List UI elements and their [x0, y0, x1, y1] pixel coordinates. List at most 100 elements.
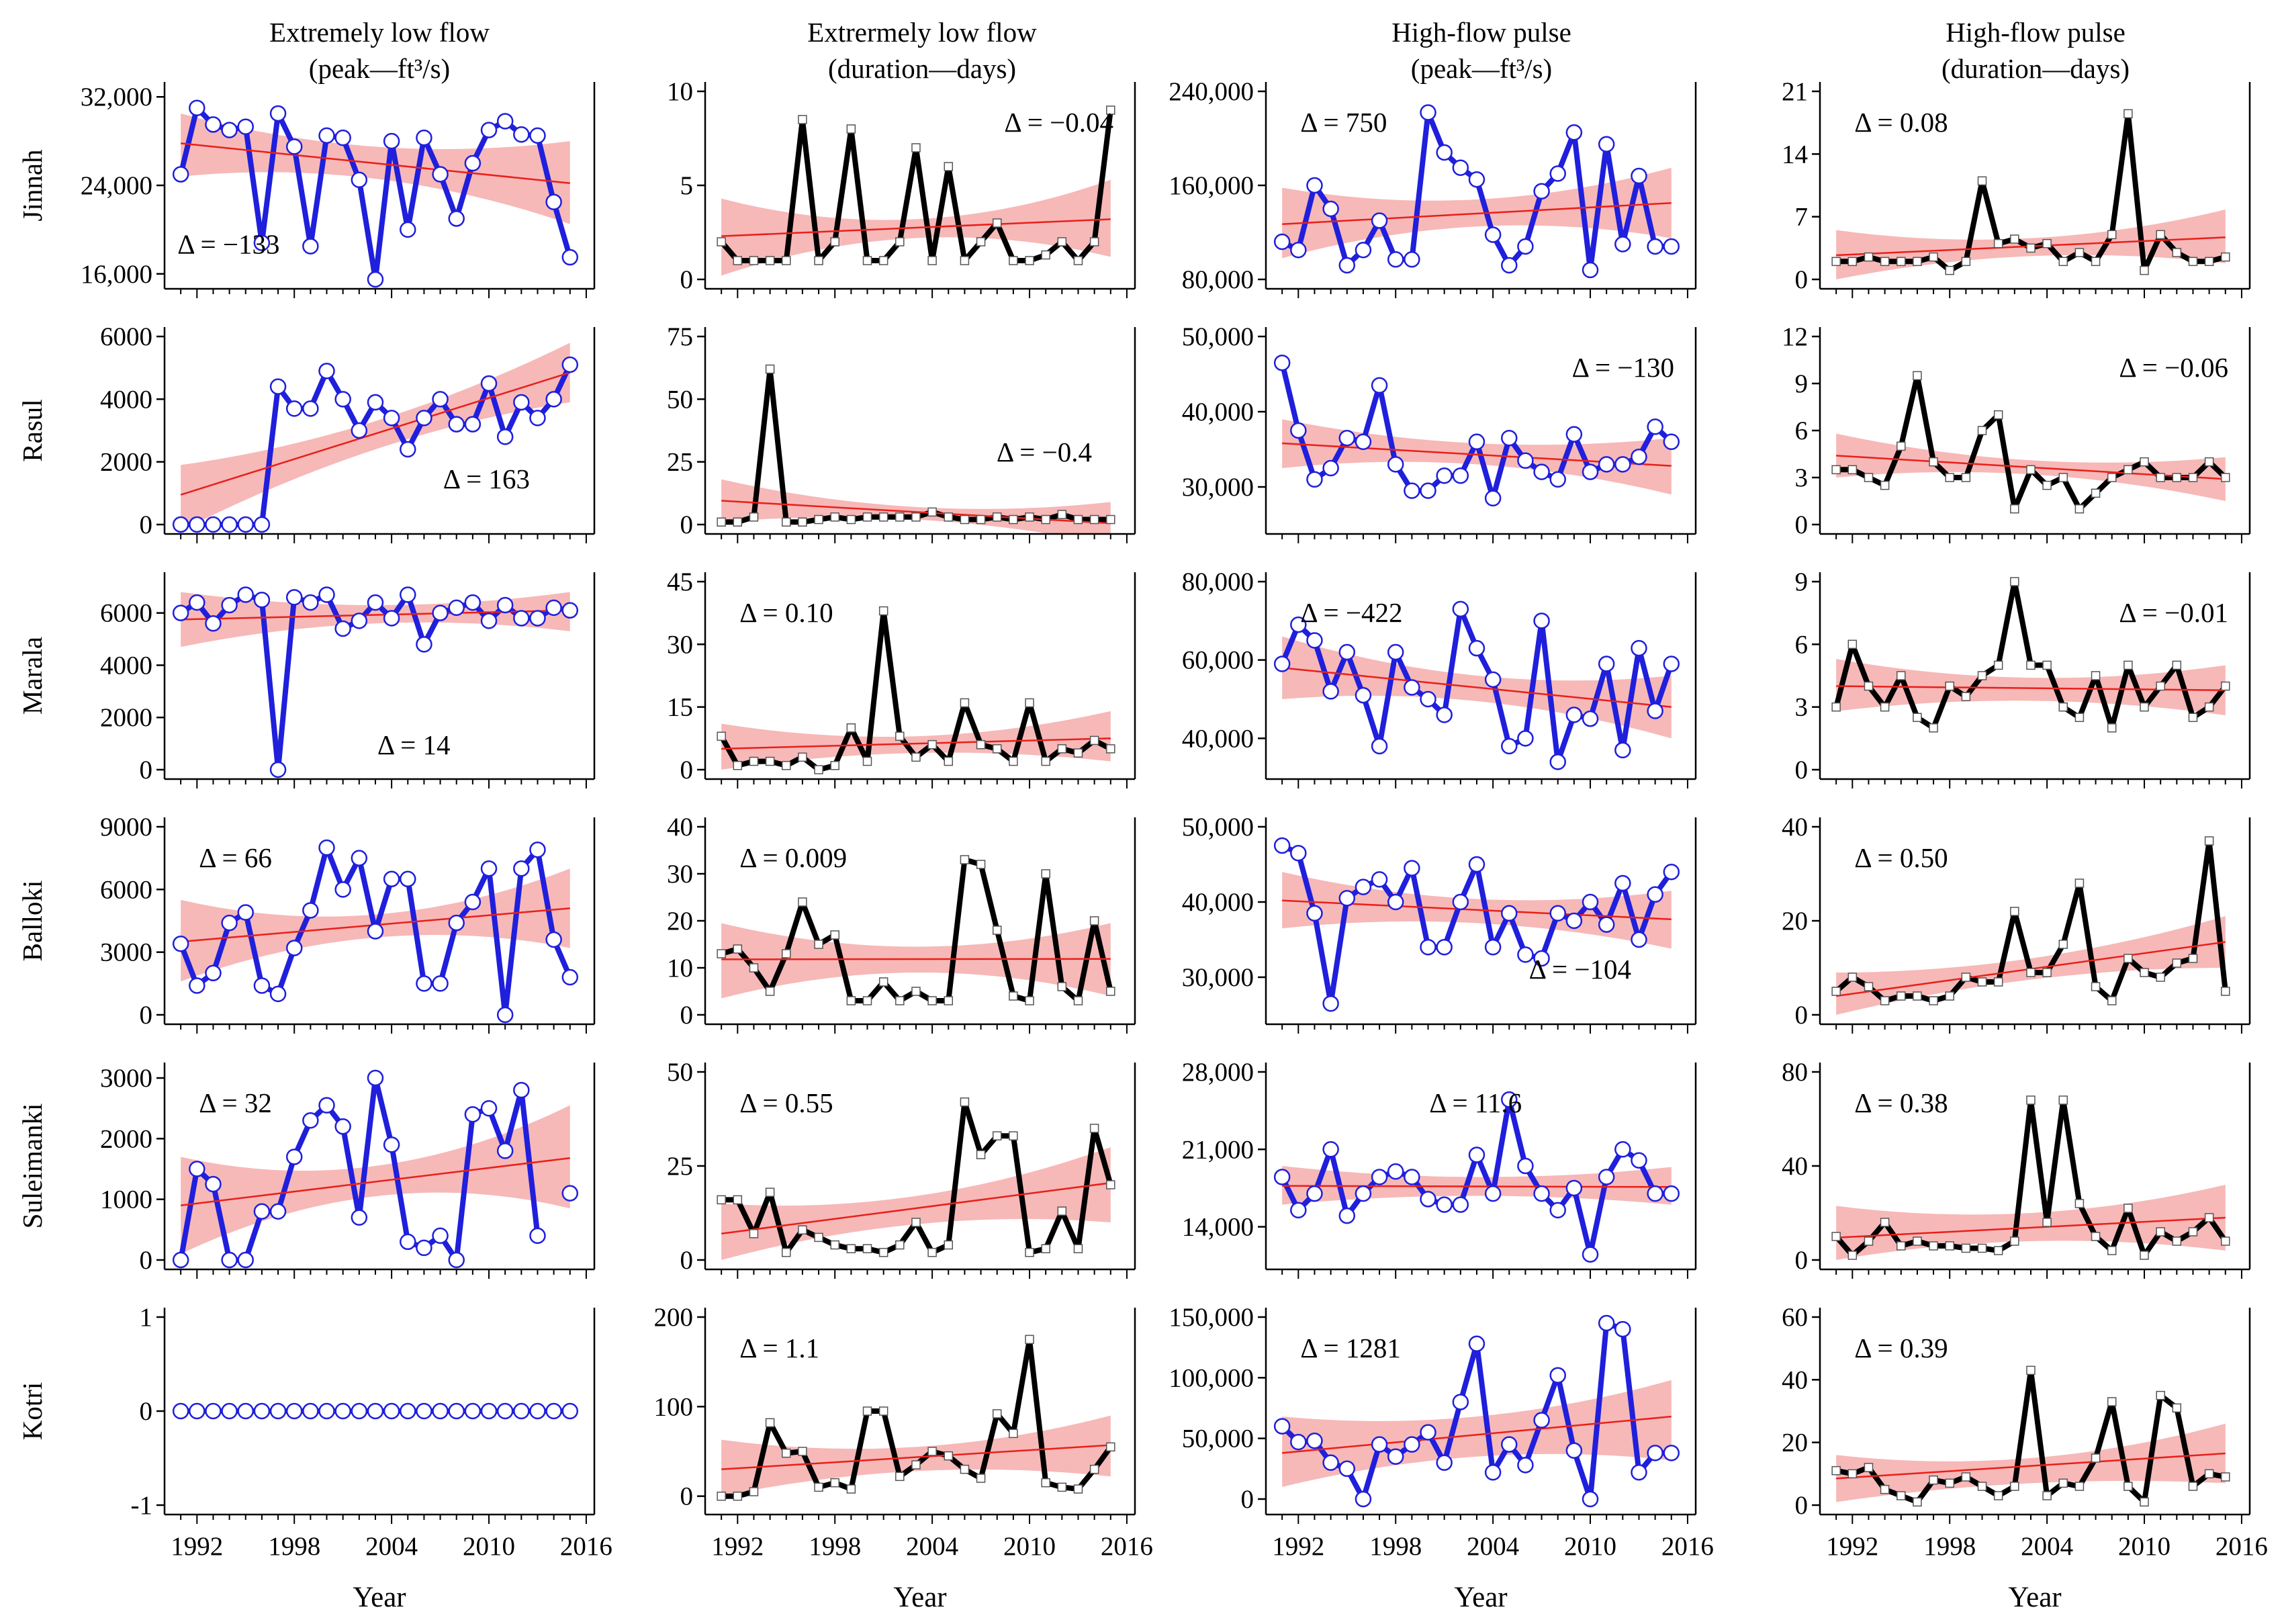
y-tick-label: 40,000 [1182, 398, 1254, 426]
delta-annotation: Δ = 11.6 [1429, 1087, 1522, 1118]
data-point-2011 [1599, 917, 1614, 932]
data-point-1995 [782, 257, 790, 265]
data-point-1993 [749, 1230, 758, 1238]
data-point-1995 [238, 120, 253, 134]
data-point-2015 [1664, 435, 1679, 449]
data-point-2007 [2092, 672, 2100, 680]
data-point-2006 [2075, 879, 2083, 887]
delta-annotation: Δ = 14 [377, 729, 451, 760]
data-point-2002 [896, 1472, 904, 1480]
data-point-2002 [352, 613, 367, 628]
data-point-2012 [514, 127, 529, 142]
data-point-2002 [1453, 161, 1468, 175]
data-point-2002 [2011, 907, 2019, 915]
panel-marala-elf-peak: 0200040006000Δ = 14 [100, 572, 594, 788]
data-point-2009 [465, 156, 480, 171]
data-point-2004 [384, 134, 399, 148]
data-point-2002 [1453, 1394, 1468, 1409]
data-point-1991 [1832, 987, 1840, 995]
data-point-2002 [352, 173, 367, 187]
data-point-1998 [1946, 267, 1954, 275]
col-title-4-line2: (duration—days) [1942, 53, 2130, 84]
plot-area [173, 343, 578, 532]
y-tick-label: 28,000 [1182, 1058, 1254, 1087]
data-point-2009 [1009, 992, 1017, 1000]
data-point-2012 [1615, 237, 1630, 252]
data-point-1996 [798, 1447, 807, 1455]
data-point-2015 [563, 1404, 578, 1418]
data-point-2003 [368, 924, 383, 939]
data-point-2013 [1631, 932, 1646, 947]
data-point-2011 [1042, 1245, 1050, 1253]
panel-rasul-hfp-dur: 036912Δ = −0.06 [1782, 322, 2250, 543]
x-axis-titles: Year Year Year Year [353, 1582, 2061, 1613]
data-point-2006 [1518, 239, 1533, 254]
y-tick-label: 0 [1795, 1491, 1809, 1520]
data-point-2001 [1437, 145, 1452, 160]
y-tick-label: 10 [667, 77, 693, 106]
data-point-2009 [2124, 1482, 2132, 1490]
data-point-2001 [1437, 1455, 1452, 1470]
data-point-2005 [944, 513, 952, 521]
data-point-2007 [1535, 1413, 1549, 1428]
data-point-1993 [1864, 473, 1872, 482]
data-point-2006 [416, 1240, 431, 1255]
data-point-1999 [1962, 473, 1970, 482]
data-point-2000 [864, 513, 872, 521]
data-point-2005 [400, 1234, 415, 1249]
data-point-1991 [1275, 838, 1289, 853]
y-tick-label: 0 [140, 1397, 153, 1426]
data-point-2001 [1437, 468, 1452, 483]
data-point-2012 [1058, 745, 1066, 753]
data-point-1997 [1372, 214, 1387, 228]
x-tick-label: 1992 [711, 1532, 764, 1561]
data-point-1996 [1913, 713, 1921, 721]
data-point-2004 [2043, 1492, 2051, 1500]
panel-balloki-elf-dur: 010203040Δ = 0.009 [667, 813, 1135, 1034]
data-point-2004 [1486, 1186, 1500, 1201]
data-point-2002 [352, 851, 367, 866]
data-point-2004 [384, 872, 399, 887]
plot-area [717, 1098, 1115, 1260]
data-point-2002 [1453, 895, 1468, 909]
data-point-1999 [847, 125, 855, 133]
data-point-2006 [416, 637, 431, 651]
data-point-1994 [1324, 461, 1338, 476]
data-point-2011 [2156, 682, 2164, 690]
data-point-2003 [368, 1071, 383, 1085]
y-tick-label: 160,000 [1169, 171, 1254, 200]
data-point-1998 [1946, 1242, 1954, 1250]
y-tick-label: 240,000 [1169, 77, 1254, 106]
data-point-2014 [1648, 1186, 1663, 1201]
data-point-2015 [1107, 745, 1115, 753]
x-axis-title-1: Year [353, 1582, 406, 1613]
y-tick-label: 3000 [100, 938, 152, 967]
y-tick-label: 20 [1782, 1429, 1808, 1457]
y-tick-label: 1000 [100, 1185, 152, 1214]
data-point-2007 [977, 238, 985, 246]
data-point-2005 [2059, 257, 2067, 265]
data-point-1993 [1307, 178, 1322, 193]
data-point-2004 [2043, 1218, 2051, 1226]
data-point-2006 [960, 1465, 968, 1474]
data-point-2004 [1486, 940, 1500, 954]
data-point-2014 [1091, 1465, 1099, 1474]
y-tick-label: 14 [1782, 140, 1808, 169]
y-tick-label: 50,000 [1182, 813, 1254, 842]
y-tick-label: 40,000 [1182, 724, 1254, 753]
data-point-1995 [1340, 431, 1355, 445]
data-point-1999 [1962, 257, 1970, 265]
confidence-band [1836, 1424, 2226, 1502]
y-tick-label: 3 [1795, 463, 1809, 492]
data-point-2010 [1025, 257, 1034, 265]
data-point-2013 [1631, 1153, 1646, 1168]
x-tick-label: 1998 [268, 1532, 320, 1561]
data-point-2000 [1421, 692, 1436, 707]
data-point-2015 [2222, 473, 2230, 482]
y-tick-label: 0 [680, 756, 694, 784]
data-point-2004 [384, 410, 399, 425]
data-point-2012 [514, 395, 529, 410]
data-point-1995 [1897, 442, 1905, 450]
data-point-1993 [1864, 1237, 1872, 1245]
data-point-2015 [1664, 1186, 1679, 1201]
